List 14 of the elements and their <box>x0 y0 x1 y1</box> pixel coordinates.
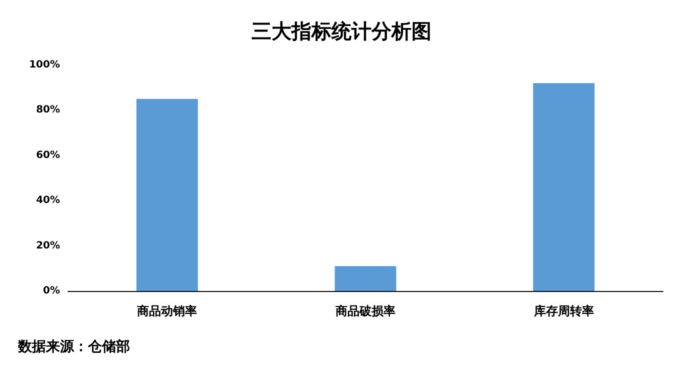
y-tick-label: 40% <box>36 195 60 206</box>
y-tick-label: 60% <box>36 150 60 161</box>
bar <box>136 98 198 291</box>
y-tick-label: 100% <box>29 60 60 70</box>
bar <box>533 83 595 291</box>
x-tick-label: 商品破损率 <box>334 304 396 318</box>
x-tick-label: 库存周转率 <box>532 304 594 318</box>
x-tick-label: 商品动销率 <box>136 304 198 318</box>
source-note: 数据来源：仓储部 <box>17 338 130 355</box>
chart-title: 三大指标统计分析图 <box>252 19 432 43</box>
y-tick-label: 20% <box>36 240 60 252</box>
y-tick-label: 0% <box>43 286 60 296</box>
y-tick-label: 80% <box>36 104 60 116</box>
bar <box>334 266 396 291</box>
